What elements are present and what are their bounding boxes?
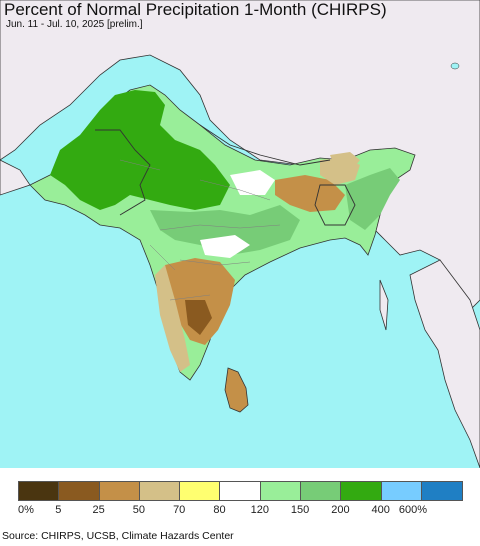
- sri-lanka: [224, 367, 249, 413]
- legend-colorbar: [18, 481, 464, 501]
- legend-tick-label: 0%: [18, 504, 34, 516]
- region-darkbrown-deccan: [185, 300, 212, 335]
- legend-swatch: [341, 482, 382, 500]
- legend-swatch: [139, 482, 181, 500]
- region-tan-deccan: [155, 265, 190, 372]
- legend-tick-label: 80: [213, 504, 226, 516]
- border-india-nepal: [199, 124, 331, 166]
- legend-swatch: [59, 482, 100, 500]
- precipitation-map: [0, 0, 480, 468]
- border-pakistan-india: [95, 129, 151, 216]
- outside-land-southeast: [409, 259, 480, 468]
- legend-tick-label: 5: [55, 504, 62, 516]
- region-white-south: [200, 235, 250, 258]
- legend-tick-label: 150: [290, 504, 310, 516]
- legend-tick-label: 200: [331, 504, 350, 516]
- region-white-central: [230, 170, 275, 195]
- legend-swatch: [19, 482, 60, 500]
- map-subtitle: Jun. 11 - Jul. 10, 2025 [prelim.]: [6, 19, 143, 30]
- region-green-northwest: [50, 90, 230, 210]
- legend-tick-label: 50: [132, 504, 146, 516]
- legend-swatch: [301, 482, 342, 500]
- lake: [450, 62, 460, 70]
- legend-swatch: [180, 482, 221, 500]
- legend-labels: 0% 5 25 50 70 80 120 150 200 400 600%: [0, 504, 480, 518]
- legend-tick-label: 120: [250, 504, 269, 516]
- legend-swatch: [220, 482, 261, 500]
- region-nepal: [330, 152, 360, 170]
- legend-swatch: [260, 482, 302, 500]
- map-title: Percent of Normal Precipitation 1-Month …: [4, 0, 387, 19]
- region-green-northeast: [345, 168, 400, 230]
- region-green-central: [150, 205, 300, 255]
- outside-land-andaman: [379, 279, 389, 331]
- region-brown-east: [275, 175, 345, 212]
- legend-tick-label: 600%: [398, 504, 428, 516]
- border-bangladesh: [314, 184, 356, 226]
- legend-swatch: [381, 482, 422, 500]
- legend-tick-label: 70: [173, 504, 186, 516]
- legend-tick-label: 25: [92, 504, 105, 516]
- admin-borders: [119, 159, 281, 301]
- legend-tick-label: 400: [371, 504, 390, 516]
- legend-swatch: [421, 482, 463, 500]
- legend-swatch: [99, 482, 140, 500]
- source-credit: Source: CHIRPS, UCSB, Climate Hazards Ce…: [2, 530, 234, 542]
- map-canvas: [0, 0, 480, 468]
